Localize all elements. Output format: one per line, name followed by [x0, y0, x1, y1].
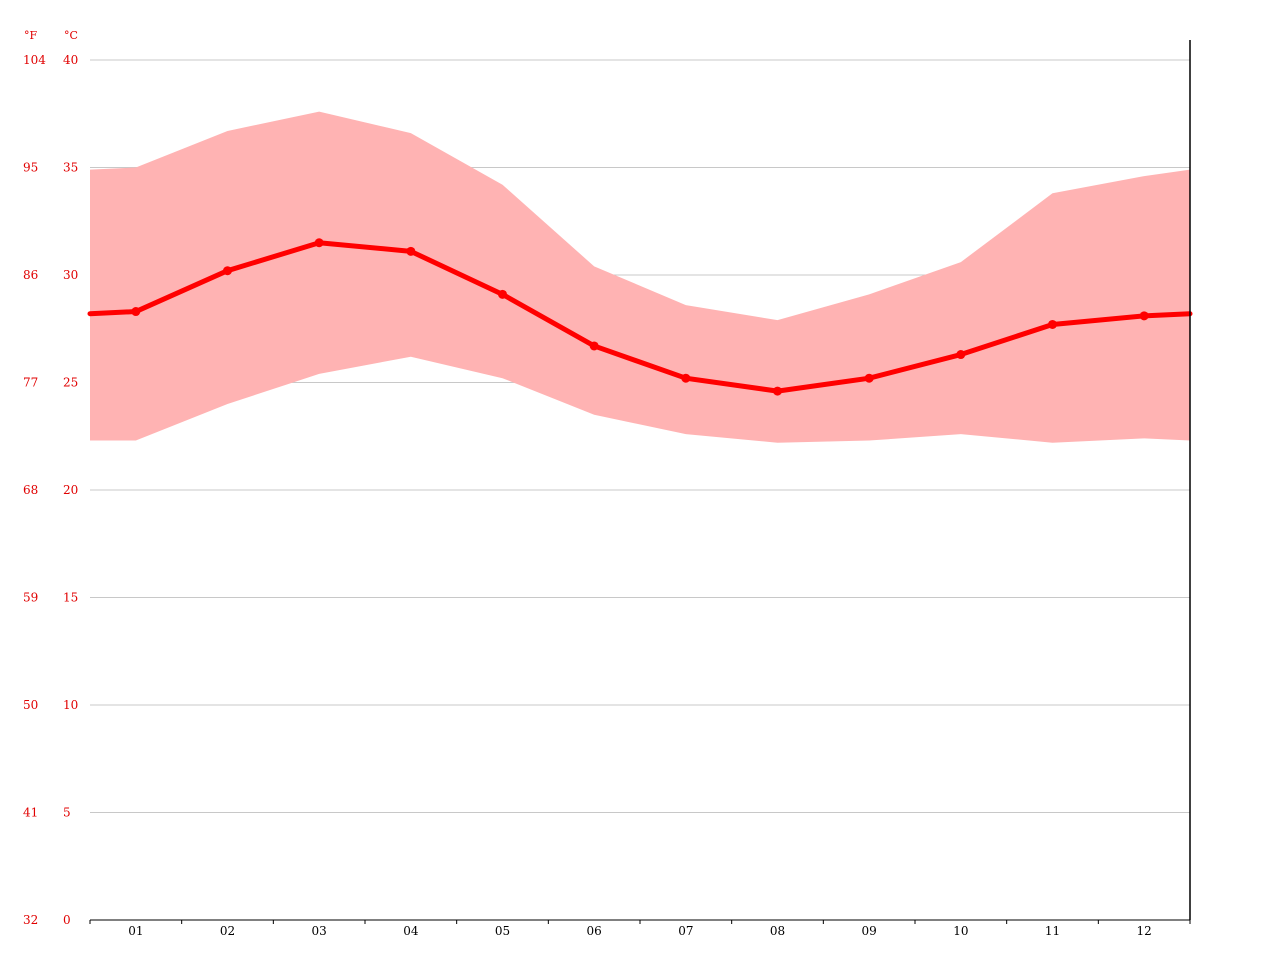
fahrenheit-tick-label: 68: [23, 483, 38, 497]
month-label: 06: [587, 924, 602, 938]
mean-point: [864, 373, 874, 383]
celsius-tick-label: 0: [63, 913, 71, 927]
mean-point: [223, 266, 232, 276]
celsius-unit-label: °C: [64, 29, 78, 42]
month-label: 05: [495, 924, 510, 938]
celsius-tick-label: 40: [63, 53, 78, 67]
mean-point: [131, 307, 141, 317]
month-label: 02: [220, 924, 235, 938]
mean-point: [956, 350, 966, 360]
mean-point: [314, 238, 324, 248]
fahrenheit-tick-label: 50: [23, 698, 38, 712]
fahrenheit-tick-label: 86: [23, 268, 38, 282]
celsius-tick-label: 5: [63, 806, 71, 820]
celsius-tick-label: 25: [63, 376, 78, 390]
fahrenheit-tick-label: 41: [23, 806, 38, 820]
month-label: 01: [128, 924, 143, 938]
mean-point: [589, 341, 599, 351]
month-label: 07: [678, 924, 693, 938]
month-label: 11: [1045, 924, 1060, 938]
mean-point: [498, 289, 507, 299]
mean-temperature-line: [87, 240, 1193, 394]
fahrenheit-tick-label: 95: [23, 161, 38, 175]
mean-temperature-points: [131, 238, 1149, 396]
temperature-range-band: [90, 111, 1190, 443]
month-label: 08: [770, 924, 785, 938]
range-band-area: [90, 111, 1190, 443]
celsius-tick-label: 10: [63, 698, 78, 712]
celsius-axis-labels: °C 0 5 10 15 20 25 30 35 40: [63, 29, 78, 927]
mean-point: [406, 246, 416, 256]
mean-line-path: [87, 240, 1193, 394]
celsius-tick-label: 35: [63, 161, 78, 175]
month-label: 03: [312, 924, 327, 938]
mean-point: [1139, 311, 1149, 321]
month-axis-labels: 01 02 03 04 05 06 07 08 09 10 11 12: [128, 924, 1152, 938]
month-label: 12: [1137, 924, 1152, 938]
fahrenheit-tick-label: 59: [23, 591, 38, 605]
celsius-tick-label: 30: [63, 268, 78, 282]
fahrenheit-tick-label: 77: [23, 376, 38, 390]
month-label: 10: [953, 924, 968, 938]
celsius-tick-label: 15: [63, 591, 78, 605]
celsius-tick-label: 20: [63, 483, 78, 497]
mean-point: [681, 373, 691, 383]
fahrenheit-tick-label: 104: [23, 53, 46, 67]
fahrenheit-tick-label: 32: [23, 913, 38, 927]
fahrenheit-axis-labels: °F 32 41 50 59 68 77 86 95 104: [23, 29, 46, 927]
month-label: 04: [403, 924, 419, 938]
fahrenheit-unit-label: °F: [24, 29, 38, 42]
mean-point: [773, 386, 782, 396]
mean-point: [1048, 319, 1057, 329]
month-label: 09: [862, 924, 877, 938]
axes: [89, 40, 1191, 924]
